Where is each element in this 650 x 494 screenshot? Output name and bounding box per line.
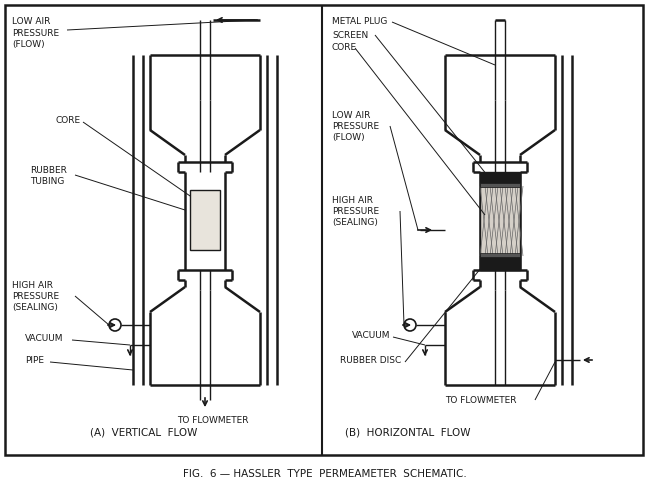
Text: PRESSURE: PRESSURE xyxy=(332,122,379,130)
Text: CORE: CORE xyxy=(332,43,357,52)
Text: PRESSURE: PRESSURE xyxy=(332,206,379,215)
Text: PRESSURE: PRESSURE xyxy=(12,29,59,38)
Text: (FLOW): (FLOW) xyxy=(12,40,45,48)
Text: HIGH AIR: HIGH AIR xyxy=(332,196,373,205)
Bar xyxy=(480,253,520,257)
Bar xyxy=(190,190,220,250)
Text: (A)  VERTICAL  FLOW: (A) VERTICAL FLOW xyxy=(90,427,198,437)
Text: (SEALING): (SEALING) xyxy=(332,217,378,227)
Bar xyxy=(480,256,520,270)
Text: METAL PLUG: METAL PLUG xyxy=(332,17,387,27)
Text: LOW AIR: LOW AIR xyxy=(12,17,51,27)
Text: RUBBER: RUBBER xyxy=(30,165,67,174)
Bar xyxy=(480,183,520,187)
Text: HIGH AIR: HIGH AIR xyxy=(12,281,53,289)
Text: (B)  HORIZONTAL  FLOW: (B) HORIZONTAL FLOW xyxy=(345,427,471,437)
Text: VACUUM: VACUUM xyxy=(352,330,391,339)
Text: (FLOW): (FLOW) xyxy=(332,132,365,141)
Bar xyxy=(480,172,520,186)
Text: FIG.  6 — HASSLER  TYPE  PERMEAMETER  SCHEMATIC.: FIG. 6 — HASSLER TYPE PERMEAMETER SCHEMA… xyxy=(183,469,467,479)
Text: TUBING: TUBING xyxy=(30,176,64,186)
Text: LOW AIR: LOW AIR xyxy=(332,111,370,120)
Bar xyxy=(480,186,520,256)
Text: SCREEN: SCREEN xyxy=(332,31,369,40)
Text: RUBBER DISC: RUBBER DISC xyxy=(340,356,401,365)
Text: VACUUM: VACUUM xyxy=(25,333,64,342)
Text: (SEALING): (SEALING) xyxy=(12,302,58,312)
Text: PIPE: PIPE xyxy=(25,356,44,365)
Text: PRESSURE: PRESSURE xyxy=(12,291,59,300)
Text: TO FLOWMETER: TO FLOWMETER xyxy=(445,396,517,405)
Text: CORE: CORE xyxy=(55,116,80,124)
Text: TO FLOWMETER: TO FLOWMETER xyxy=(177,415,248,424)
